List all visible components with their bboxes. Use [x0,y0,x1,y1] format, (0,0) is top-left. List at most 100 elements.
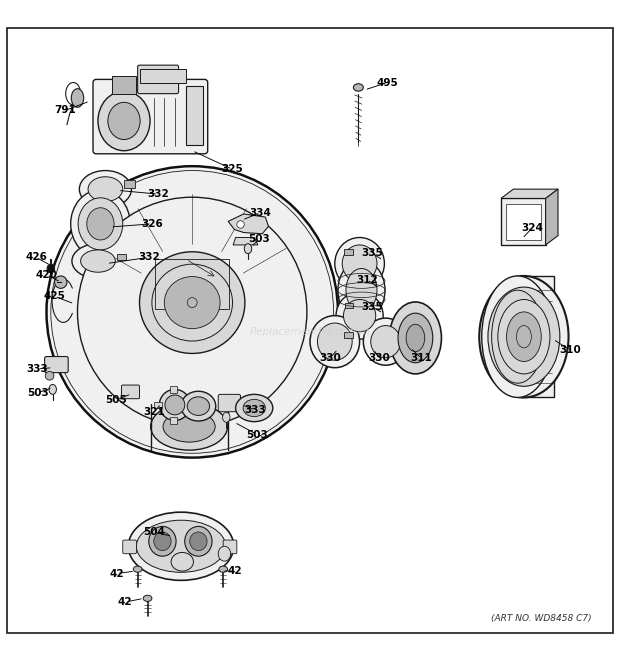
Ellipse shape [88,176,123,202]
Ellipse shape [159,389,190,420]
Ellipse shape [140,252,245,354]
Ellipse shape [143,596,152,602]
Ellipse shape [108,102,140,139]
Ellipse shape [353,84,363,91]
Text: 334: 334 [249,208,272,217]
Ellipse shape [336,292,383,339]
Bar [501,198,546,245]
Text: 321: 321 [143,407,165,417]
Text: 503: 503 [27,387,50,397]
Ellipse shape [219,566,228,572]
Ellipse shape [398,313,433,363]
Ellipse shape [346,268,377,312]
FancyBboxPatch shape [123,540,136,554]
Bar [345,303,353,308]
FancyBboxPatch shape [138,65,179,94]
Ellipse shape [244,244,252,254]
Ellipse shape [516,325,531,348]
Ellipse shape [79,171,131,208]
Ellipse shape [47,264,55,273]
Ellipse shape [363,318,408,366]
Ellipse shape [78,197,307,426]
Ellipse shape [338,260,385,320]
Ellipse shape [98,91,150,151]
Text: 335: 335 [361,302,383,312]
Text: 791: 791 [54,105,76,116]
Bar [170,386,177,393]
Text: 326: 326 [141,219,163,229]
Text: (ART NO. WD8458 C7): (ART NO. WD8458 C7) [492,614,592,623]
Text: 503: 503 [248,235,270,245]
Text: 324: 324 [521,223,543,233]
Text: 332: 332 [147,189,169,199]
Ellipse shape [71,190,130,258]
Ellipse shape [482,276,554,397]
Ellipse shape [149,526,176,556]
Bar [344,249,353,255]
Bar [170,417,177,424]
Ellipse shape [45,371,54,380]
Ellipse shape [190,532,207,551]
Ellipse shape [71,89,84,107]
Ellipse shape [243,399,265,416]
Ellipse shape [154,532,171,551]
Ellipse shape [48,168,336,455]
Ellipse shape [342,245,377,282]
Ellipse shape [310,315,360,368]
Ellipse shape [389,302,441,374]
Ellipse shape [507,312,541,362]
Text: 42: 42 [227,566,242,576]
Ellipse shape [152,264,232,341]
Ellipse shape [164,276,220,329]
Ellipse shape [165,395,185,415]
Ellipse shape [236,395,273,422]
Text: 426: 426 [25,253,47,262]
Text: 330: 330 [368,354,391,364]
Polygon shape [228,214,268,234]
Text: 312: 312 [356,275,378,285]
Bar [186,86,203,145]
Bar [506,204,541,240]
Text: 311: 311 [410,354,433,364]
Ellipse shape [163,411,215,442]
Text: 425: 425 [43,292,66,301]
Ellipse shape [72,244,124,278]
Text: ReplacementParts.com: ReplacementParts.com [250,327,370,336]
Ellipse shape [335,237,384,290]
Text: 335: 335 [361,248,383,258]
Ellipse shape [187,397,210,416]
Text: 505: 505 [105,395,128,405]
Text: 330: 330 [319,354,341,364]
Bar [155,259,229,309]
Ellipse shape [128,512,234,580]
Ellipse shape [479,276,569,397]
Polygon shape [233,237,258,245]
Ellipse shape [218,546,231,561]
FancyBboxPatch shape [93,79,208,154]
Bar [140,69,186,83]
Ellipse shape [498,299,550,374]
Bar [344,332,353,338]
Polygon shape [501,189,558,198]
Ellipse shape [136,520,226,572]
Ellipse shape [181,391,216,421]
Text: 333: 333 [26,364,48,374]
Text: 495: 495 [376,77,399,87]
Ellipse shape [317,323,352,360]
Ellipse shape [133,566,142,572]
Polygon shape [546,189,558,245]
Text: 42: 42 [118,597,133,607]
Text: 504: 504 [143,527,165,537]
Ellipse shape [371,325,401,358]
Ellipse shape [343,299,376,332]
Bar [117,254,126,260]
Ellipse shape [78,198,123,250]
Text: 420: 420 [35,270,58,280]
Ellipse shape [185,526,212,556]
Ellipse shape [223,412,230,422]
Ellipse shape [187,297,197,307]
FancyBboxPatch shape [122,385,140,399]
Text: 503: 503 [246,430,268,440]
Ellipse shape [55,276,67,288]
Ellipse shape [49,385,56,395]
